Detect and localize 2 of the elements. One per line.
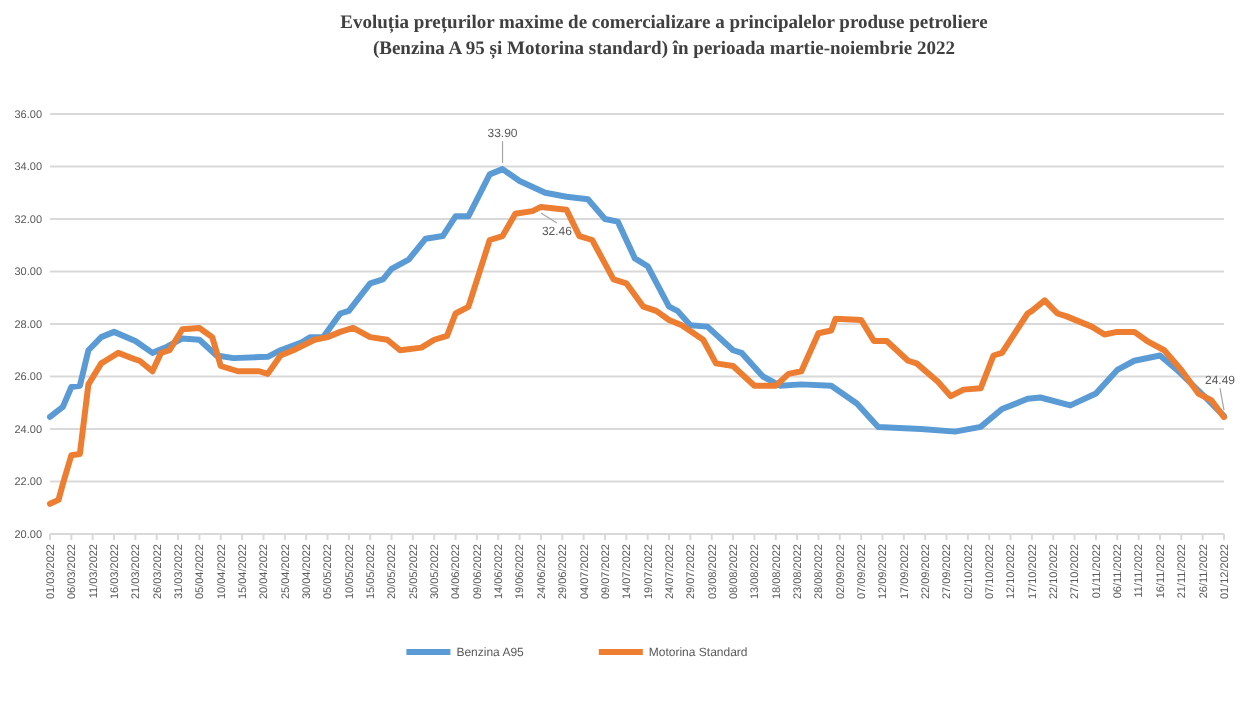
chart-title: Evoluția prețurilor maxime de comercializare a principalelor produse petroliere <box>340 14 988 34</box>
chart-subtitle: (Benzina A 95 și Motorina standard) în perioada martie-noiembrie 2022 <box>372 40 956 60</box>
